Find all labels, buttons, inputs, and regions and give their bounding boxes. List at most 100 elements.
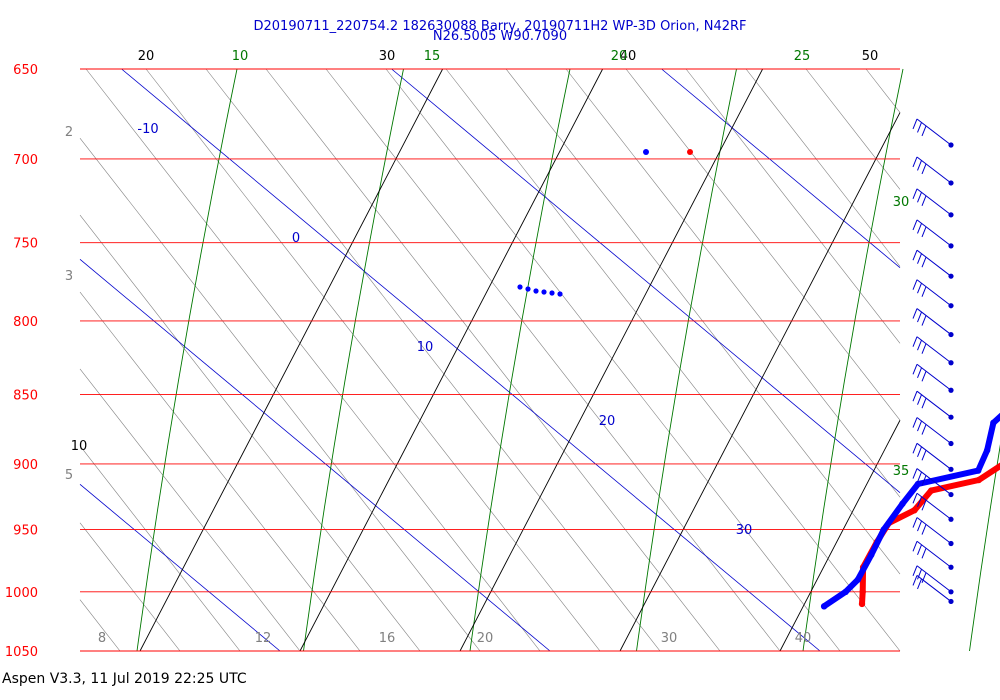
temperature-point	[975, 476, 982, 484]
moist-adiabat-line	[661, 68, 901, 268]
mixing-ratio-label: 35	[893, 464, 910, 479]
wind-barb-flag	[912, 249, 918, 261]
mixing-ratio-line	[636, 68, 737, 652]
dry-adiabat-line	[325, 68, 781, 652]
moist-adiabat-line	[79, 484, 281, 652]
wind-barb-flag	[921, 524, 927, 535]
wind-barb-flag	[917, 367, 922, 378]
wind-barb-flag	[917, 471, 922, 483]
wind-barb-shaft	[916, 492, 952, 520]
wind-barb-station	[948, 516, 954, 522]
dry-adiabat-line	[79, 599, 121, 652]
mixing-ratio-label: 10	[232, 49, 249, 64]
wind-barb-flag	[912, 308, 918, 319]
dry-adiabat-line	[79, 522, 181, 652]
wind-barb-station	[948, 331, 954, 338]
dewpoint-point	[880, 526, 887, 533]
pressure-label: 750	[13, 237, 38, 252]
wind-barb-shaft	[916, 188, 952, 216]
dry-adiabat-line	[625, 68, 901, 421]
dewpoint-point	[842, 588, 849, 595]
pressure-labels: 650 700 750 800 850 900 950 1000 1050	[5, 63, 38, 660]
wind-barb-station	[948, 491, 954, 498]
wind-barb-flag	[921, 256, 927, 268]
isotherm-label: 50	[862, 49, 879, 64]
isotherm-line	[139, 68, 444, 652]
wind-barb-flag	[917, 446, 922, 457]
wind-barb-station	[948, 387, 954, 393]
dry-adiabat-line	[385, 68, 841, 652]
wind-barb-flag	[921, 371, 927, 382]
wind-barb-flag	[912, 443, 918, 454]
chart-subtitle: N26.5005 W90.7090	[432, 29, 568, 44]
dry-adiabat-line	[265, 68, 721, 652]
temperature-point	[859, 588, 866, 595]
wind-barbs	[912, 118, 954, 605]
wind-barb-flag	[917, 578, 922, 590]
wind-barb-flag	[921, 315, 927, 326]
dewpoint-point	[868, 551, 875, 558]
wind-barb-flag	[917, 122, 922, 133]
pressure-label: 800	[13, 315, 38, 330]
wind-barb-flag	[921, 125, 927, 137]
wind-barb-station	[948, 180, 954, 186]
wind-barb-shaft	[916, 118, 952, 146]
wind-barb-shaft	[916, 517, 952, 544]
wind-barb-flag	[912, 219, 918, 231]
pressure-label: 900	[13, 458, 38, 473]
pressure-label: 950	[13, 524, 38, 539]
wind-barb-station	[948, 273, 954, 279]
wind-barb-flag	[921, 548, 927, 559]
temperature-point	[858, 600, 866, 608]
wind-barb-shaft	[916, 540, 952, 568]
dry-adiabat-label: 16	[379, 631, 396, 646]
wind-barb-shaft	[916, 390, 952, 418]
dry-adiabat-label: 40	[795, 631, 812, 646]
wind-barb-station	[948, 303, 954, 309]
dry-adiabat-line	[145, 68, 601, 652]
isotherm-label: 20	[138, 49, 155, 64]
wind-barb-flag	[912, 468, 918, 479]
wind-barb-shaft	[916, 468, 952, 495]
wind-barb-flag	[921, 343, 927, 354]
dry-adiabat-line	[79, 368, 301, 652]
wind-barb-shaft	[916, 156, 952, 184]
mixing-ratio-label: 30	[893, 195, 910, 210]
dry-adiabat-label: 20	[477, 631, 494, 646]
wind-barb-flag	[921, 195, 927, 207]
wind-barb-flag	[917, 253, 922, 264]
wind-barb-flag	[917, 160, 922, 171]
isotherm-label: 30	[379, 49, 396, 64]
wind-barb-flag	[921, 398, 927, 409]
wind-barb-flag	[912, 364, 918, 375]
isotherm-line	[619, 112, 901, 652]
dry-adiabat-line	[79, 445, 241, 652]
wind-barb-flag	[917, 520, 922, 532]
wind-barb-flag	[921, 450, 927, 461]
dewpoint-point	[975, 467, 982, 474]
wind-barb-shaft	[916, 363, 952, 391]
wind-barb-flag	[921, 163, 927, 175]
wind-barb-flag	[921, 226, 927, 238]
dry-adiabat-label: 30	[661, 631, 678, 646]
dry-adiabat-line	[205, 68, 661, 652]
wind-barb-shaft	[916, 219, 952, 247]
dewpoint-point	[820, 603, 828, 610]
pressure-label: 850	[13, 389, 38, 404]
dewpoint-profile-line	[821, 412, 1000, 610]
wind-barb-flag	[921, 500, 927, 511]
wind-barb-flag	[917, 544, 922, 555]
wind-barb-station	[948, 564, 954, 570]
wind-barb-flag	[912, 279, 918, 290]
dry-adiabat-line	[445, 68, 901, 652]
dry-adiabat-label: 12	[255, 631, 272, 646]
dry-adiabat-label: 8	[98, 631, 106, 646]
isotherm-line	[779, 420, 901, 652]
dewpoint-point	[557, 291, 563, 297]
wind-barb-flag	[912, 156, 918, 168]
mixing-ratio-line	[303, 68, 404, 652]
wind-barb-flag	[917, 340, 922, 351]
temperature-point	[911, 507, 918, 514]
